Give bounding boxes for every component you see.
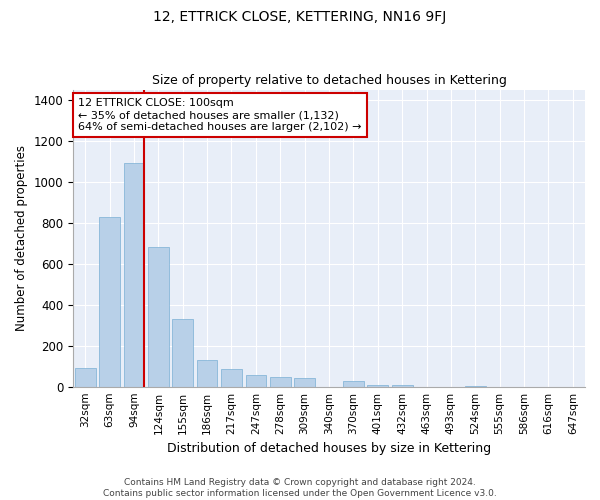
Bar (270, 378, 290, 386)
Title: Size of property relative to detached houses in Kettering: Size of property relative to detached ho… (152, 74, 506, 87)
Bar (148, 248, 169, 386)
Bar (221, 370, 242, 386)
Bar (99, 216, 120, 386)
Text: 12 ETTRICK CLOSE: 100sqm
← 35% of detached houses are smaller (1,132)
64% of sem: 12 ETTRICK CLOSE: 100sqm ← 35% of detach… (78, 98, 362, 132)
Text: Contains HM Land Registry data © Crown copyright and database right 2024.
Contai: Contains HM Land Registry data © Crown c… (103, 478, 497, 498)
Bar (294, 378, 315, 386)
Bar (172, 319, 193, 386)
Bar (75, 368, 95, 386)
Y-axis label: Number of detached properties: Number of detached properties (15, 145, 28, 331)
Bar (124, 164, 145, 386)
Text: 12, ETTRICK CLOSE, KETTERING, NN16 9FJ: 12, ETTRICK CLOSE, KETTERING, NN16 9FJ (154, 10, 446, 24)
Bar (343, 380, 364, 386)
X-axis label: Distribution of detached houses by size in Kettering: Distribution of detached houses by size … (167, 442, 491, 455)
Bar (392, 384, 413, 386)
Bar (245, 376, 266, 386)
Bar (367, 384, 388, 386)
Bar (197, 360, 217, 386)
